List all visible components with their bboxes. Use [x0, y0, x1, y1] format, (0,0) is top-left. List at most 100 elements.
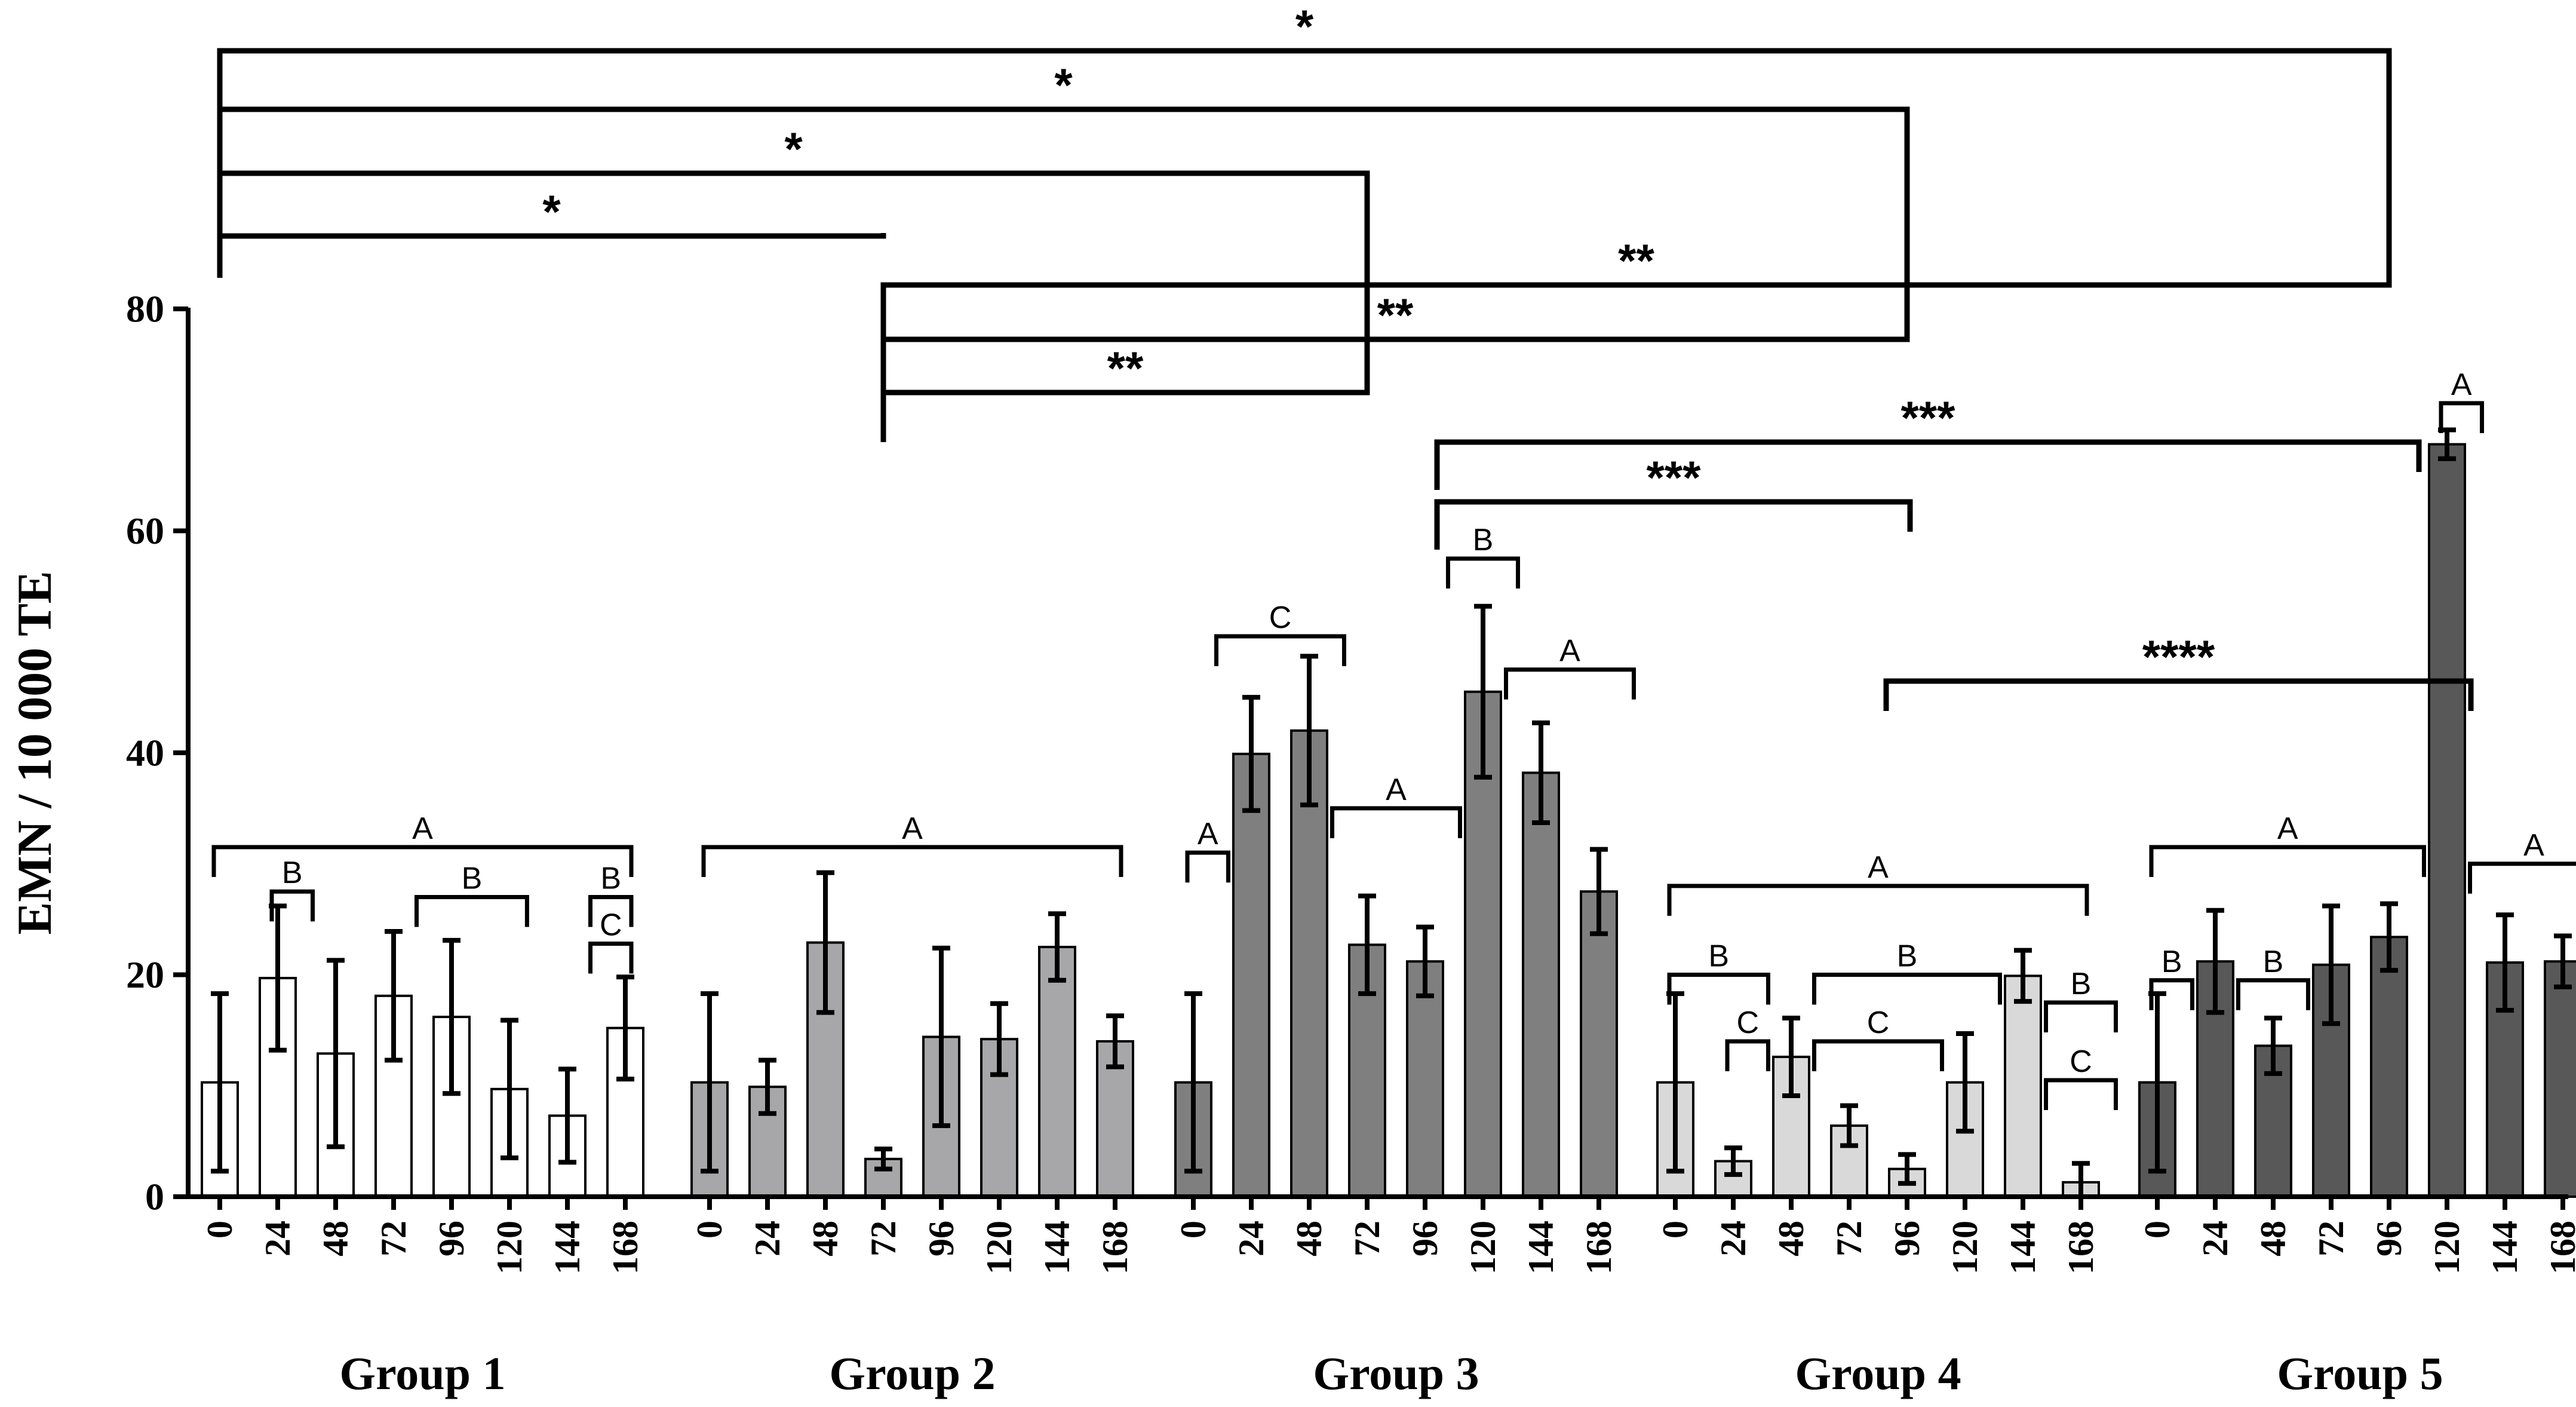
x-tick-label: 24 — [748, 1221, 787, 1256]
bar-g3-96 — [1406, 960, 1444, 1198]
bar-g5-96 — [2370, 936, 2408, 1198]
x-tick-label: 168 — [606, 1221, 645, 1274]
significance-label: **** — [2142, 630, 2215, 683]
bar-layer — [201, 443, 2576, 1198]
significance-label: * — [1295, 0, 1314, 53]
y-tick-label: 0 — [145, 1176, 164, 1218]
x-tick-label: 168 — [1579, 1221, 1619, 1274]
letter-bracket — [2468, 862, 2576, 894]
significance-label: *** — [1900, 391, 1955, 444]
group-label: Group 5 — [2277, 1347, 2443, 1399]
bar-g3-24 — [1232, 752, 1270, 1198]
x-tick-label: 48 — [316, 1221, 355, 1256]
significance-bracket — [880, 206, 1370, 442]
x-tick-label: 72 — [374, 1221, 413, 1256]
letter-bracket — [2149, 978, 2194, 1010]
letter-label: B — [1897, 939, 1918, 974]
x-tick-label: 0 — [2138, 1221, 2177, 1239]
x-tick-label: 0 — [690, 1221, 729, 1239]
letter-label: C — [2070, 1044, 2092, 1079]
x-tick-label: 120 — [2427, 1221, 2467, 1274]
letter-label: B — [1473, 523, 1494, 557]
significance-bracket — [217, 170, 1370, 278]
letter-label: A — [1559, 634, 1580, 669]
letter-label: B — [462, 861, 483, 896]
significance-label: ** — [1107, 342, 1144, 394]
letter-label: B — [2263, 945, 2284, 979]
letter-bracket — [211, 845, 634, 877]
significance-bracket — [1434, 439, 2422, 490]
x-tick-label: 72 — [1347, 1221, 1387, 1256]
letter-label: B — [282, 856, 303, 890]
letter-label: C — [1736, 1006, 1759, 1040]
x-tick-label: 144 — [1037, 1221, 1077, 1274]
x-tick-label: 168 — [1095, 1221, 1135, 1274]
x-tick-label: 0 — [1174, 1221, 1213, 1239]
x-tick-label: 120 — [490, 1221, 529, 1274]
x-tick-label: 120 — [980, 1221, 1019, 1274]
significance-bracket — [1434, 499, 1913, 550]
x-tick-label: 48 — [1771, 1221, 1811, 1256]
letter-label: B — [2071, 967, 2092, 1001]
letter-bracket — [269, 889, 315, 922]
significance-label: * — [542, 185, 561, 238]
letter-bracket — [2439, 401, 2484, 433]
significance-label: * — [1054, 59, 1073, 111]
x-tick-label: 48 — [806, 1221, 845, 1256]
x-tick-label: 120 — [1463, 1221, 1503, 1274]
x-category-labels: 0 24 48 72 96 120 144 168 0 24 48 72 96 120 144 168 0 24 4… — [200, 1197, 2576, 1274]
significance-bracket — [217, 233, 886, 278]
significance-brackets: ******************** — [217, 0, 2474, 711]
letter-label: A — [1386, 773, 1407, 807]
letter-bracket — [1185, 850, 1230, 883]
group-label: Group 3 — [1313, 1347, 1479, 1399]
error-bar-layer — [211, 427, 2572, 1199]
y-ticks: 0 20 40 60 80 — [126, 288, 188, 1218]
letter-bracket — [415, 894, 529, 927]
bar-g4-144 — [2004, 974, 2042, 1198]
x-tick-label: 144 — [2003, 1221, 2043, 1274]
bar-g5-168 — [2544, 960, 2576, 1198]
significance-label: ** — [1377, 289, 1414, 341]
x-tick-label: 144 — [1521, 1221, 1561, 1274]
group-label: Group 1 — [339, 1347, 505, 1399]
x-tick-label: 168 — [2061, 1221, 2101, 1274]
letter-bracket — [2149, 845, 2426, 877]
letter-label: B — [600, 861, 621, 896]
x-tick-label: 72 — [2311, 1221, 2351, 1256]
letter-label: C — [600, 908, 622, 942]
y-tick-label: 60 — [126, 510, 164, 552]
letter-bracket — [588, 941, 634, 974]
bar-g3-168 — [1580, 890, 1618, 1198]
x-tick-label: 144 — [548, 1221, 587, 1274]
letter-label: B — [1708, 939, 1729, 974]
x-tick-label: 72 — [864, 1221, 903, 1256]
x-tick-label: 0 — [1656, 1221, 1695, 1239]
letter-label: C — [1269, 600, 1292, 635]
significance-bracket — [1883, 678, 2474, 711]
bar-g3-48 — [1290, 729, 1328, 1198]
group-label: Group 2 — [829, 1347, 995, 1399]
letter-label: A — [2451, 367, 2472, 402]
letter-bracket — [1667, 884, 2089, 916]
letter-bracket — [1330, 806, 1462, 838]
letter-bracket — [2044, 1000, 2118, 1032]
letter-label: B — [2161, 945, 2182, 979]
x-tick-label: 24 — [1232, 1221, 1271, 1256]
letter-bracket — [1812, 1039, 1944, 1071]
x-tick-label: 24 — [258, 1221, 297, 1256]
letter-label: C — [1867, 1006, 1890, 1040]
x-tick-label: 24 — [2196, 1221, 2235, 1256]
x-tick-label: 96 — [1887, 1221, 1927, 1256]
x-tick-label: 96 — [2369, 1221, 2409, 1256]
letter-label: A — [2277, 811, 2298, 846]
x-tick-label: 48 — [2253, 1221, 2293, 1256]
x-tick-label: 120 — [1945, 1221, 1985, 1274]
bar-g2-144 — [1038, 946, 1076, 1198]
x-tick-label: 96 — [922, 1221, 961, 1256]
group-labels: Group 1 Group 2 Group 3 Group 4 Group 5 — [339, 1347, 2443, 1399]
x-tick-label: 96 — [432, 1221, 471, 1256]
letter-bracket — [1725, 1039, 1770, 1071]
